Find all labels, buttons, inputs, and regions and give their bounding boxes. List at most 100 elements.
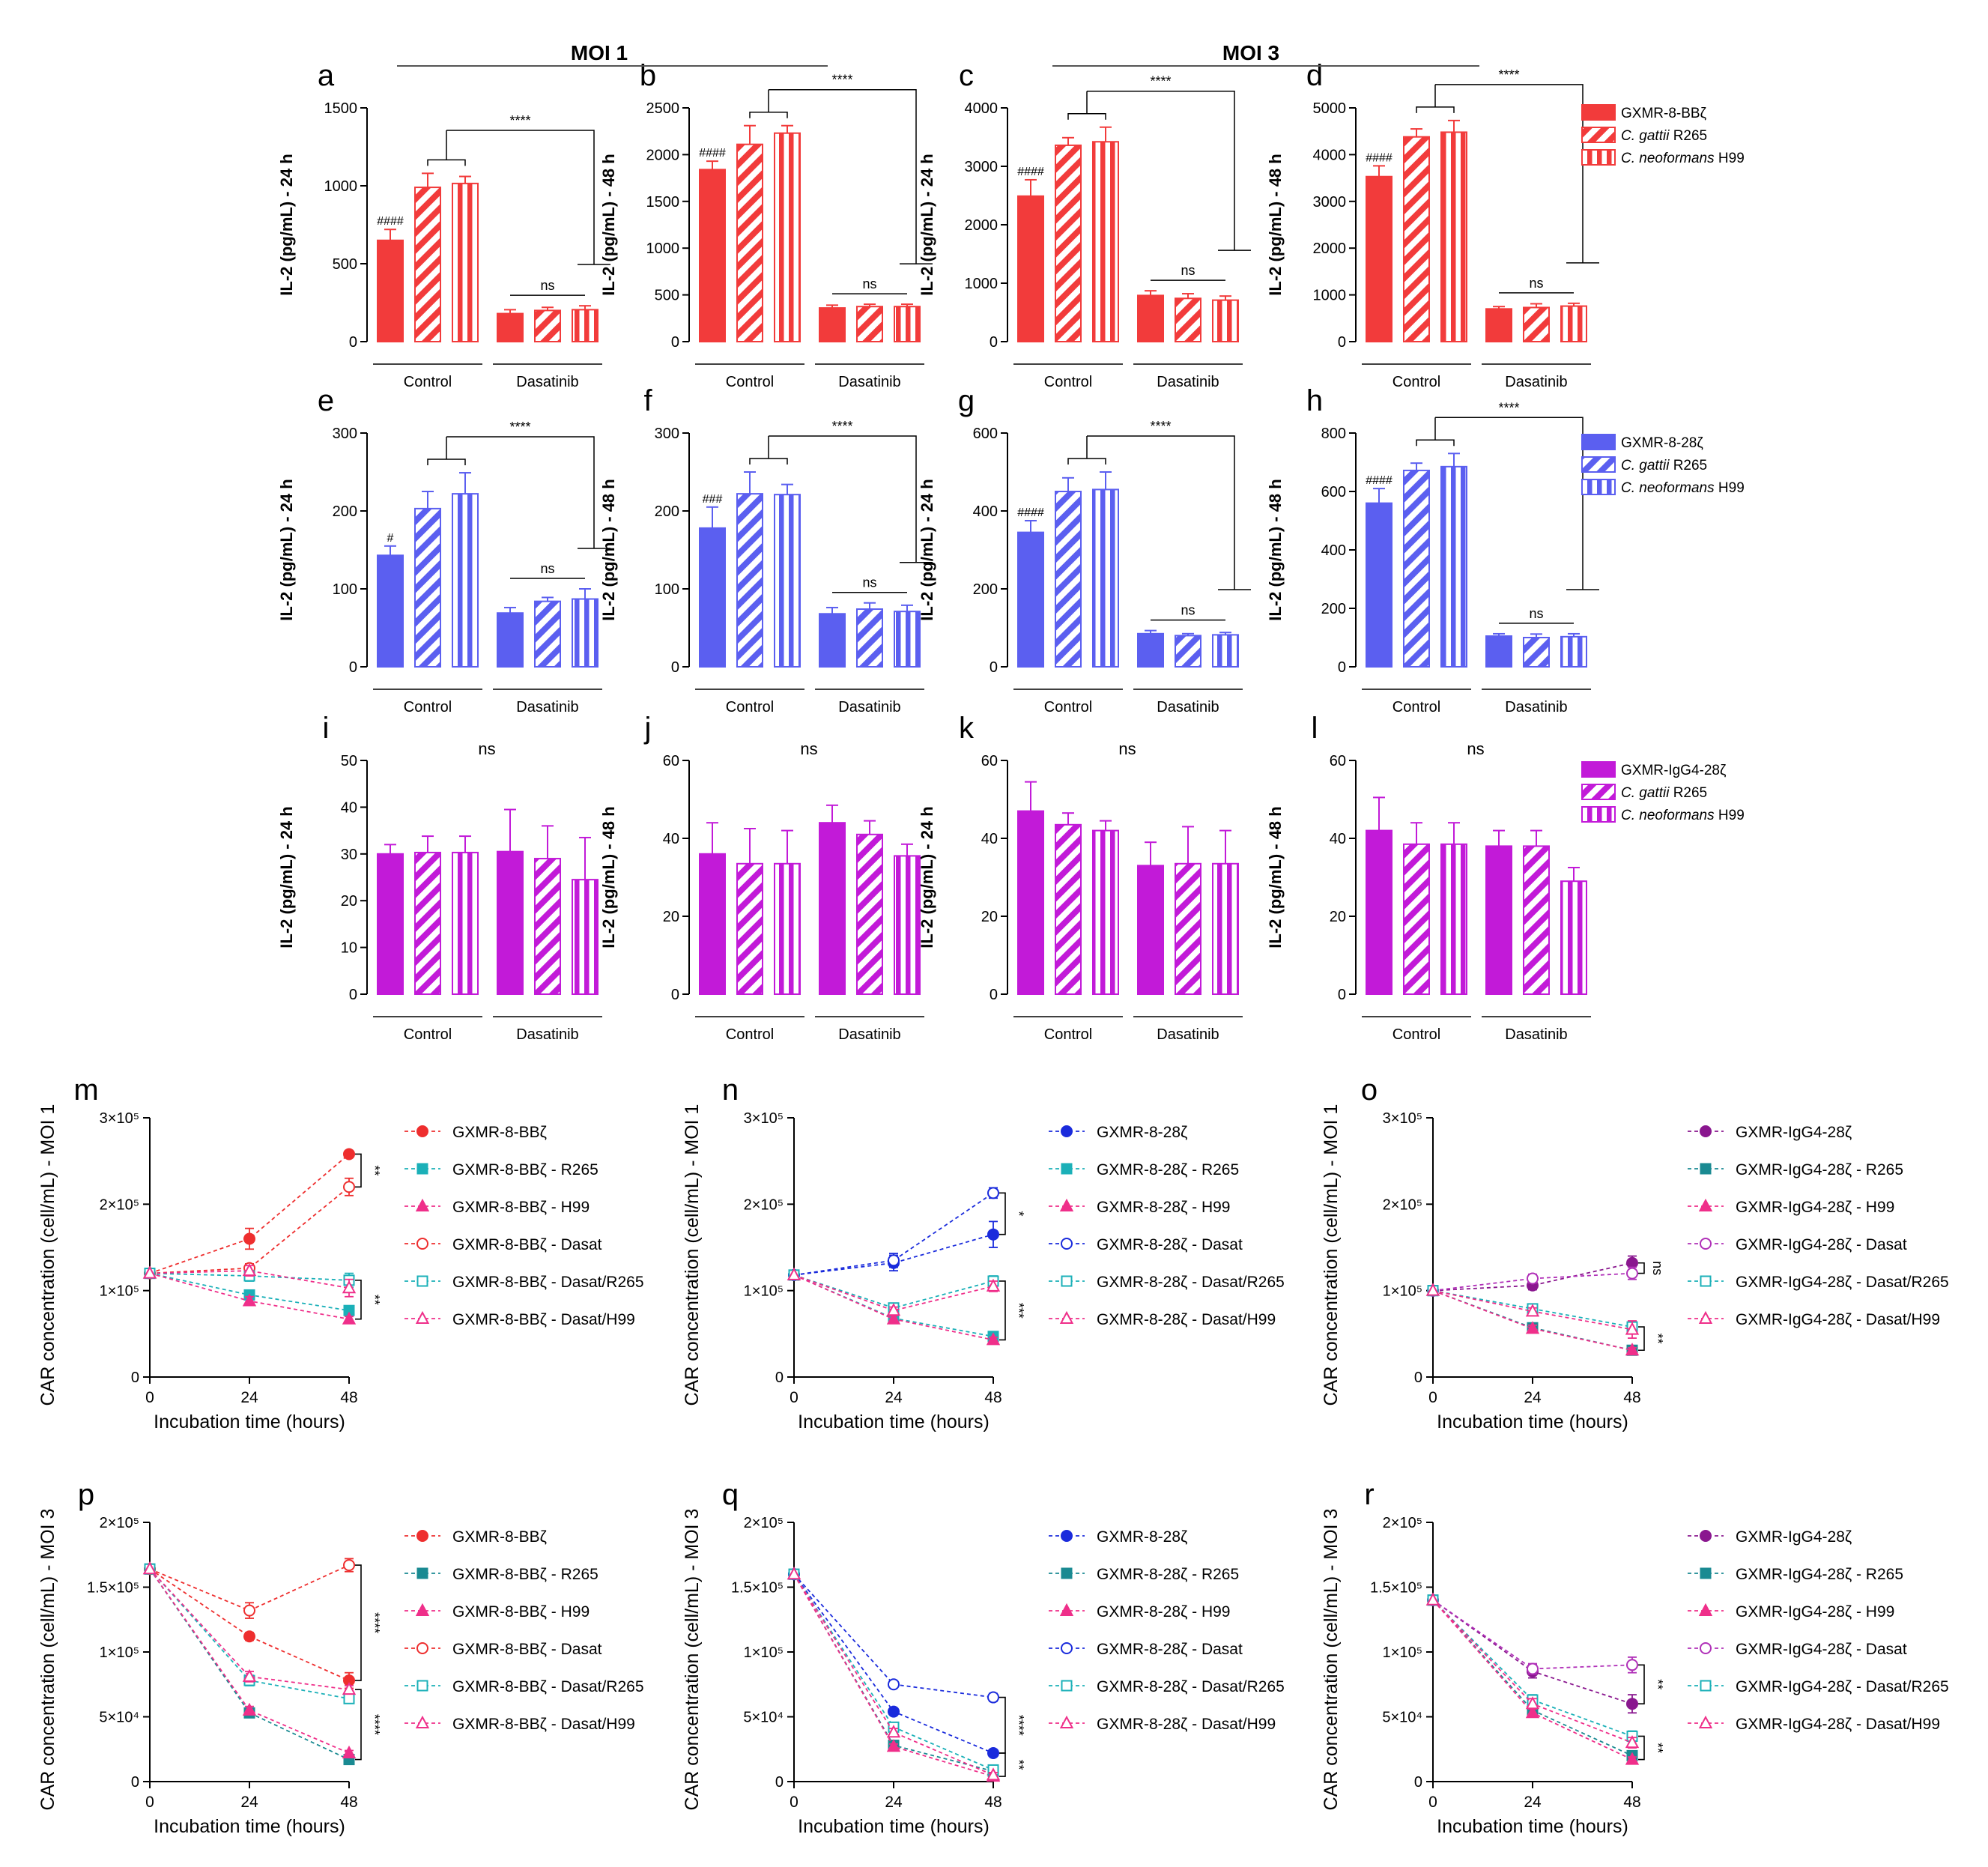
y-tick-label: 5×10⁴ xyxy=(1382,1710,1422,1726)
category-label: Control xyxy=(404,699,452,715)
legend-label: GXMR-8-BBζ xyxy=(452,1528,547,1546)
significance-bracket xyxy=(355,1564,362,1681)
bar xyxy=(1055,144,1082,342)
y-tick-label: 500 xyxy=(655,288,679,304)
y-axis-label: CAR concentration (cell/mL) - MOI 3 xyxy=(37,1509,58,1811)
significance-label: **** xyxy=(1498,67,1519,82)
data-point xyxy=(986,1278,1001,1292)
panel-letter: m xyxy=(73,1074,98,1107)
significance-bracket xyxy=(999,1280,1006,1341)
x-tick-label: 48 xyxy=(1623,1389,1640,1406)
y-axis-label: IL-2 (pg/mL) - 24 h xyxy=(918,479,936,620)
significance-hash: #### xyxy=(1366,151,1392,164)
legend-label: GXMR-8-28ζ - Dasat/H99 xyxy=(1097,1311,1276,1328)
y-tick-label: 20 xyxy=(981,909,998,925)
legend-label: GXMR-8-28ζ xyxy=(1621,435,1703,451)
legend-label: GXMR-IgG4-28ζ - Dasat/R265 xyxy=(1736,1678,1949,1695)
data-point xyxy=(1698,1310,1713,1324)
y-axis-label: IL-2 (pg/mL) - 48 h xyxy=(599,479,618,620)
legend-label: GXMR-IgG4-28ζ - Dasat xyxy=(1736,1641,1907,1658)
significance-label: **** xyxy=(509,420,530,435)
data-point xyxy=(415,1603,430,1616)
y-tick-label: 5000 xyxy=(1313,100,1347,117)
bar xyxy=(774,494,801,668)
bar xyxy=(572,309,598,342)
legend-swatch xyxy=(1581,434,1616,450)
significance-hash: ### xyxy=(703,493,723,506)
legend-label-suffix: R265 xyxy=(1669,128,1707,144)
significance-label: ** xyxy=(367,1295,382,1305)
y-tick-label: 60 xyxy=(1330,753,1346,769)
data-point xyxy=(342,1682,357,1695)
data-point xyxy=(987,1187,999,1199)
bar-panel-g: g 0 200 400 600 IL-2 (pg/mL) - 24 h Control Das… xyxy=(918,384,1251,715)
panel-letter: f xyxy=(643,384,652,417)
bar xyxy=(1137,632,1164,668)
data-point xyxy=(888,1254,900,1267)
y-tick-label: 100 xyxy=(333,581,357,598)
category-label: Control xyxy=(1392,699,1440,715)
data-point xyxy=(242,1293,257,1307)
bar xyxy=(736,862,763,996)
series-line xyxy=(149,1568,350,1761)
ns-label: ns xyxy=(862,575,876,590)
x-axis-label: Incubation time (hours) xyxy=(1437,1816,1628,1837)
bar-panel-l: l 0 20 40 60 IL-2 (pg/mL) - 48 h Control Dasati… xyxy=(1266,712,1591,1043)
x-tick-label: 48 xyxy=(984,1794,1001,1811)
data-point xyxy=(1061,1163,1073,1175)
y-axis-label: IL-2 (pg/mL) - 48 h xyxy=(1266,479,1285,620)
x-axis-label: Incubation time (hours) xyxy=(798,1816,990,1837)
bar xyxy=(894,855,921,996)
significance-hash: #### xyxy=(699,147,726,160)
ns-label: ns xyxy=(540,561,554,576)
ns-label: ns xyxy=(862,276,876,291)
series-line xyxy=(149,1568,350,1691)
significance-label: **** xyxy=(367,1714,382,1735)
bar xyxy=(414,187,441,342)
y-tick-label: 1000 xyxy=(646,240,680,257)
significance-label: **** xyxy=(367,1612,382,1633)
bar-legend-2: GXMR-IgG4-28ζ C. gattii R265 C. neoformans… xyxy=(1581,761,1745,823)
data-point xyxy=(886,1739,901,1752)
legend-label: GXMR-8-BBζ - Dasat/H99 xyxy=(452,1716,635,1733)
y-tick-label: 0 xyxy=(775,1370,784,1386)
significance-label: ns xyxy=(1650,1261,1665,1275)
y-tick-label: 2×10⁵ xyxy=(1383,1515,1422,1531)
series-line xyxy=(1432,1600,1633,1737)
y-tick-label: 1×10⁵ xyxy=(1383,1283,1422,1300)
data-point xyxy=(886,1311,901,1325)
y-axis-label: IL-2 (pg/mL) - 48 h xyxy=(1266,154,1285,295)
y-tick-label: 2×10⁵ xyxy=(744,1515,784,1531)
legend-label: GXMR-8-28ζ - Dasat/H99 xyxy=(1097,1716,1276,1733)
category-label: Control xyxy=(1044,699,1092,715)
control-bracket xyxy=(1067,112,1106,120)
legend-label: GXMR-8-BBζ - Dasat/R265 xyxy=(452,1678,644,1695)
y-tick-label: 2×10⁵ xyxy=(744,1196,784,1213)
bar xyxy=(736,143,763,342)
category-label: Control xyxy=(404,374,452,390)
y-tick-label: 200 xyxy=(655,503,679,520)
y-tick-label: 3×10⁵ xyxy=(100,1110,139,1127)
bar xyxy=(534,600,561,668)
series-line xyxy=(1432,1600,1633,1670)
legend-label: GXMR-8-BBζ - Dasat/R265 xyxy=(452,1274,644,1291)
y-tick-label: 3×10⁵ xyxy=(744,1110,784,1127)
x-tick-label: 0 xyxy=(1428,1794,1437,1811)
y-axis-label: IL-2 (pg/mL) - 24 h xyxy=(277,479,296,620)
legend-label: GXMR-8-BBζ - R265 xyxy=(452,1161,598,1178)
significance-label: *** xyxy=(1011,1303,1026,1319)
x-tick-label: 0 xyxy=(790,1389,798,1406)
bar xyxy=(572,879,598,995)
legend-label: C. gattii R265 xyxy=(1621,128,1707,144)
main-bracket xyxy=(446,130,595,265)
x-tick-label: 24 xyxy=(1524,1794,1542,1811)
line-panel-n: n 0 1×10⁵ 2×10⁵ 3×10⁵ 0 24 48 Incubation time (h… xyxy=(682,1074,1285,1432)
significance-label: * xyxy=(1011,1211,1026,1217)
x-tick-label: 24 xyxy=(885,1794,903,1811)
control-bracket xyxy=(1416,106,1455,113)
category-label: Control xyxy=(1392,1026,1440,1043)
x-tick-label: 48 xyxy=(340,1794,357,1811)
bar xyxy=(1212,862,1239,996)
data-point xyxy=(1698,1603,1713,1616)
legend-label-main: C. neoformans xyxy=(1621,151,1715,166)
